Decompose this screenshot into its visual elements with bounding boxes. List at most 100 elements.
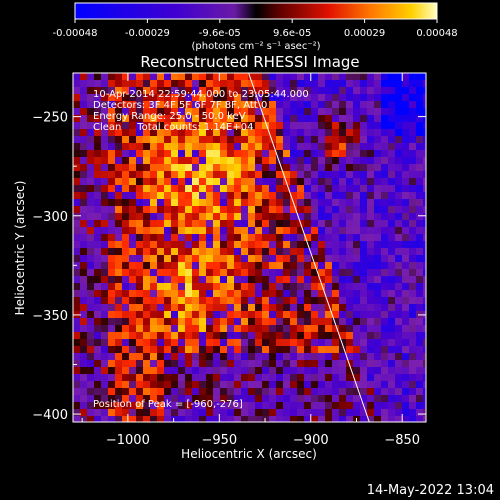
heatmap-cell [276,297,283,304]
heatmap-cell [290,129,297,136]
heatmap-cell [108,416,115,422]
heatmap-cell [101,178,108,185]
heatmap-cell [108,192,115,199]
heatmap-cell [402,255,409,262]
heatmap-cell [276,395,283,402]
heatmap-cell [199,311,206,318]
heatmap-cell [122,80,129,87]
heatmap-cell [346,108,353,115]
heatmap-cell [178,339,185,346]
heatmap-cell [339,185,346,192]
heatmap-cell [360,262,367,269]
heatmap-cell [353,318,360,325]
heatmap-cell [122,255,129,262]
heatmap-cell [178,115,185,122]
heatmap-cell [157,164,164,171]
heatmap-cell [241,346,248,353]
heatmap-cell [416,395,423,402]
heatmap-cell [388,178,395,185]
heatmap-cell [136,276,143,283]
heatmap-cell [395,115,402,122]
heatmap-cell [262,220,269,227]
heatmap-cell [353,290,360,297]
heatmap-cell [332,115,339,122]
heatmap-cell [395,101,402,108]
heatmap-cell [157,395,164,402]
heatmap-cell [346,367,353,374]
heatmap-cell [87,290,94,297]
heatmap-cell [178,255,185,262]
heatmap-cell [115,178,122,185]
heatmap-cell [234,318,241,325]
heatmap-cell [269,374,276,381]
heatmap-cell [178,220,185,227]
heatmap-cell [129,290,136,297]
heatmap-cell [234,87,241,94]
heatmap-cell [339,325,346,332]
heatmap-cell [115,395,122,402]
heatmap-cell [136,381,143,388]
heatmap-cell [87,346,94,353]
heatmap-cell [143,108,150,115]
heatmap-cell [87,381,94,388]
heatmap-cell [360,101,367,108]
heatmap-cell [269,269,276,276]
heatmap-cell [129,374,136,381]
heatmap-cell [297,199,304,206]
heatmap-cell [402,332,409,339]
heatmap-cell [332,178,339,185]
heatmap-cell [423,206,426,213]
heatmap-cell [332,360,339,367]
heatmap-cell [185,241,192,248]
heatmap-cell [101,122,108,129]
heatmap-cell [402,297,409,304]
heatmap-cell [234,129,241,136]
heatmap-cell [290,94,297,101]
heatmap-cell [353,262,360,269]
heatmap-cell [339,402,346,409]
heatmap-cell [423,381,426,388]
heatmap-cell [346,87,353,94]
heatmap-cell [234,395,241,402]
heatmap-cell [255,192,262,199]
heatmap-cell [164,318,171,325]
heatmap-cell [402,171,409,178]
heatmap-cell [94,304,101,311]
heatmap-cell [395,143,402,150]
heatmap-cell [178,304,185,311]
heatmap-cell [395,185,402,192]
heatmap-cell [178,367,185,374]
heatmap-cell [332,73,339,80]
heatmap-cell [227,192,234,199]
heatmap-cell [416,227,423,234]
heatmap-cell [346,164,353,171]
heatmap-cell [213,80,220,87]
heatmap-cell [374,108,381,115]
heatmap-cell [136,360,143,367]
heatmap-cell [416,234,423,241]
heatmap-cell [115,339,122,346]
heatmap-cell [108,318,115,325]
heatmap-cell [227,178,234,185]
heatmap-cell [234,206,241,213]
heatmap-cell [80,276,87,283]
heatmap-cell [360,367,367,374]
heatmap-cell [234,402,241,409]
heatmap-cell [206,171,213,178]
heatmap-cell [311,129,318,136]
heatmap-cell [255,178,262,185]
heatmap-cell [339,332,346,339]
heatmap-cell [409,108,416,115]
heatmap-cell [416,73,423,80]
heatmap-cell [73,73,80,80]
heatmap-cell [297,122,304,129]
heatmap-cell [80,283,87,290]
heatmap-cell [360,185,367,192]
heatmap-cell [297,171,304,178]
x-tick-label: −850 [384,433,420,448]
heatmap-cell [178,171,185,178]
heatmap-cell [325,80,332,87]
heatmap-cell [339,339,346,346]
heatmap-cell [262,150,269,157]
heatmap-cell [157,381,164,388]
